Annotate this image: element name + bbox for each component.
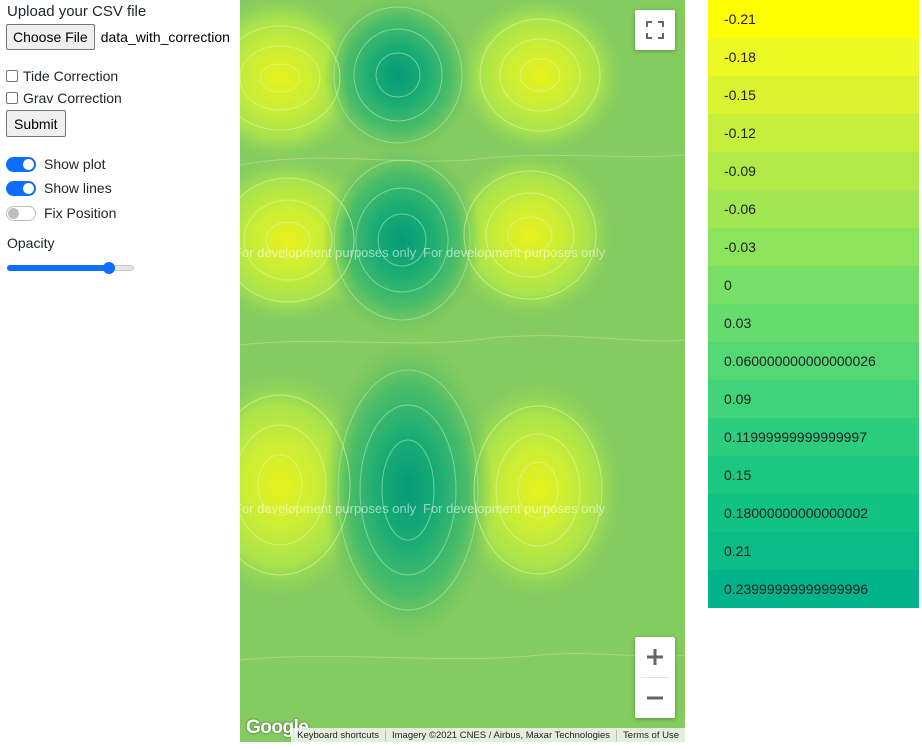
grav-correction-label: Grav Correction bbox=[23, 90, 122, 106]
legend-item-label: -0.03 bbox=[724, 239, 756, 255]
legend-item-label: 0.09 bbox=[724, 391, 752, 407]
legend-item: 0.23999999999999996 bbox=[708, 570, 919, 608]
show-lines-label: Show lines bbox=[44, 180, 112, 196]
opacity-slider-fill bbox=[7, 265, 109, 271]
show-plot-toggle[interactable] bbox=[6, 156, 36, 172]
show-lines-toggle[interactable] bbox=[6, 180, 36, 196]
legend-item-label: -0.06 bbox=[724, 201, 756, 217]
zoom-in-button[interactable] bbox=[635, 637, 675, 677]
legend-item: -0.12 bbox=[708, 114, 919, 152]
legend-item: -0.03 bbox=[708, 228, 919, 266]
color-legend: -0.21 -0.18 -0.15 -0.12 -0.09 -0.06 -0.03 0 0.03… bbox=[708, 0, 919, 608]
grav-correction-option[interactable]: Grav Correction bbox=[6, 90, 122, 106]
opacity-label: Opacity bbox=[7, 235, 55, 251]
zoom-out-button[interactable] bbox=[635, 678, 675, 718]
legend-item: 0.18000000000000002 bbox=[708, 494, 919, 532]
terms-of-use-link[interactable]: Terms of Use bbox=[616, 729, 685, 741]
imagery-credit: Imagery ©2021 CNES / Airbus, Maxar Techn… bbox=[384, 729, 616, 741]
show-plot-label: Show plot bbox=[44, 156, 106, 172]
legend-item: 0.21 bbox=[708, 532, 919, 570]
legend-item: 0 bbox=[708, 266, 919, 304]
keyboard-shortcuts-link[interactable]: Keyboard shortcuts bbox=[297, 729, 379, 741]
tide-correction-option[interactable]: Tide Correction bbox=[6, 68, 118, 84]
legend-item: -0.21 bbox=[708, 0, 919, 38]
legend-item-label: -0.12 bbox=[724, 125, 756, 141]
opacity-slider[interactable] bbox=[7, 262, 134, 274]
legend-item-label: 0.060000000000000026 bbox=[724, 353, 876, 369]
tide-correction-checkbox[interactable] bbox=[6, 70, 18, 82]
show-plot-option[interactable]: Show plot bbox=[6, 156, 105, 172]
legend-item-label: 0.21 bbox=[724, 543, 752, 559]
legend-item: 0.060000000000000026 bbox=[708, 342, 919, 380]
fullscreen-icon bbox=[646, 21, 664, 39]
legend-item-label: -0.09 bbox=[724, 163, 756, 179]
file-input[interactable]: Choose File data_with_correction bbox=[6, 24, 230, 50]
legend-item: 0.15 bbox=[708, 456, 919, 494]
legend-item-label: -0.21 bbox=[724, 11, 756, 27]
fix-position-option[interactable]: Fix Position bbox=[6, 205, 116, 221]
selected-file-name: data_with_correction bbox=[100, 29, 230, 45]
legend-item: 0.11999999999999997 bbox=[708, 418, 919, 456]
legend-item-label: 0.18000000000000002 bbox=[724, 505, 869, 521]
map-view[interactable]: For development purposes only For develo… bbox=[240, 0, 685, 742]
legend-item-label: -0.15 bbox=[724, 87, 756, 103]
grav-correction-checkbox[interactable] bbox=[6, 92, 18, 104]
legend-item: -0.18 bbox=[708, 38, 919, 76]
plus-icon bbox=[647, 649, 663, 665]
legend-item-label: 0.15 bbox=[724, 467, 752, 483]
opacity-slider-thumb[interactable] bbox=[102, 262, 115, 274]
legend-item: 0.09 bbox=[708, 380, 919, 418]
submit-button[interactable]: Submit bbox=[6, 110, 66, 137]
control-panel: Upload your CSV file Choose File data_wi… bbox=[0, 0, 240, 749]
fix-position-label: Fix Position bbox=[44, 205, 117, 221]
legend-item-label: 0.23999999999999996 bbox=[724, 581, 869, 597]
zoom-divider bbox=[641, 677, 669, 678]
choose-file-button[interactable]: Choose File bbox=[6, 24, 95, 50]
upload-label: Upload your CSV file bbox=[7, 3, 147, 20]
legend-item: -0.06 bbox=[708, 190, 919, 228]
legend-item-label: -0.18 bbox=[724, 49, 756, 65]
legend-item: -0.15 bbox=[708, 76, 919, 114]
legend-item-label: 0.11999999999999997 bbox=[724, 429, 868, 445]
fix-position-toggle[interactable] bbox=[6, 205, 36, 221]
show-lines-option[interactable]: Show lines bbox=[6, 180, 112, 196]
zoom-control bbox=[635, 637, 675, 718]
legend-item: 0.03 bbox=[708, 304, 919, 342]
legend-item: -0.09 bbox=[708, 152, 919, 190]
contour-plot bbox=[240, 0, 685, 742]
legend-item-label: 0.03 bbox=[724, 315, 752, 331]
minus-icon bbox=[647, 696, 663, 700]
fullscreen-button[interactable] bbox=[635, 10, 675, 50]
map-attribution: Keyboard shortcuts Imagery ©2021 CNES / … bbox=[291, 728, 685, 742]
tide-correction-label: Tide Correction bbox=[23, 68, 119, 84]
legend-item-label: 0 bbox=[724, 277, 732, 293]
